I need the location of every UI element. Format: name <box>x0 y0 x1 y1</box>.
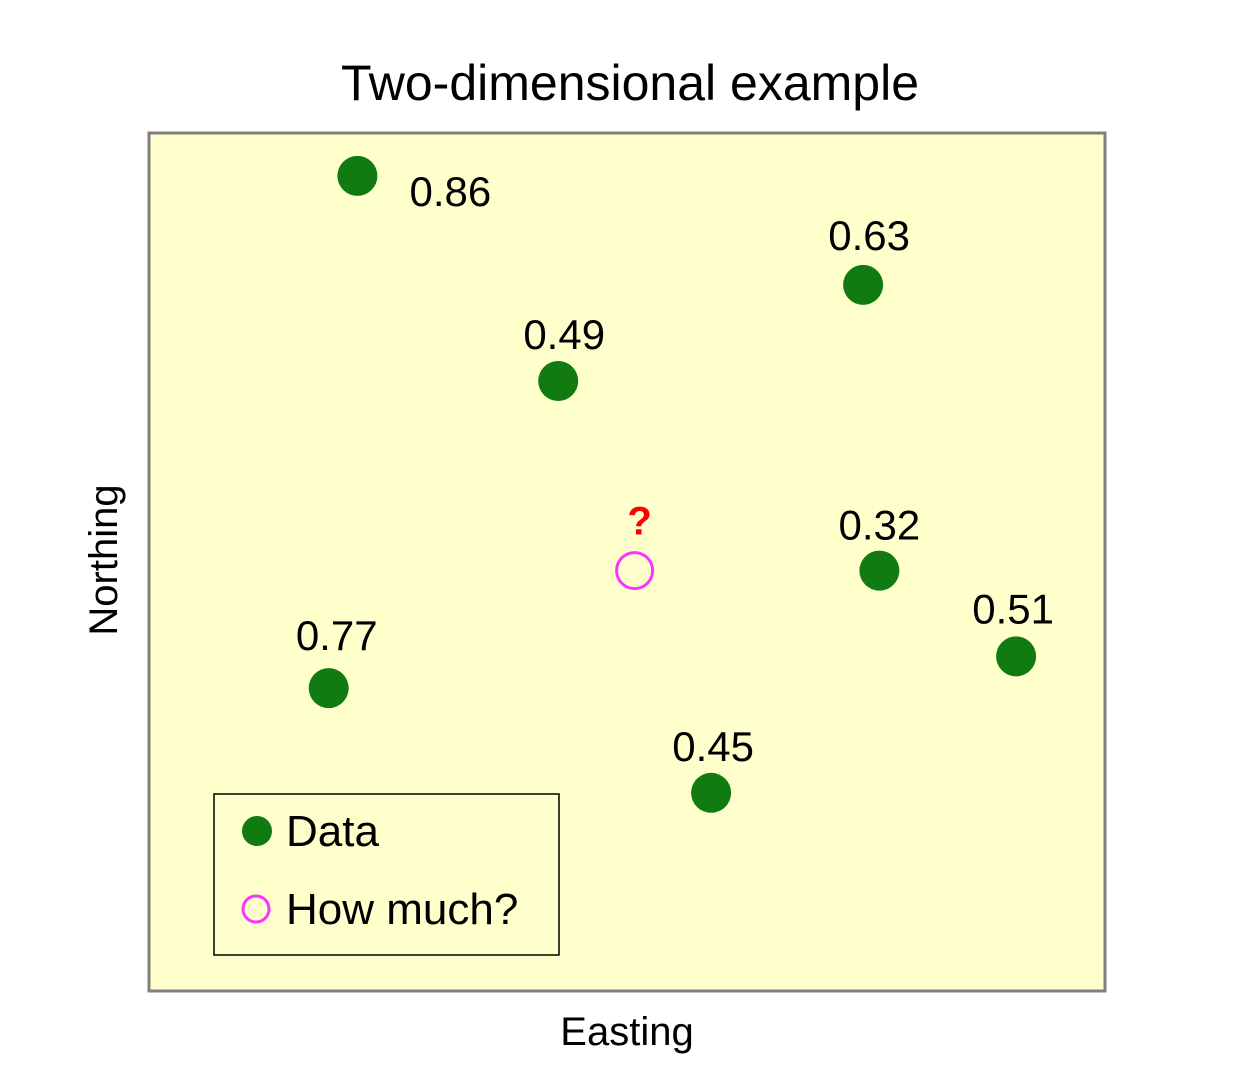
data-marks: 0.86 0.63 0.49 0.32 0.51 0.77 0.45? <box>296 155 1054 813</box>
chart-title: Two-dimensional example <box>341 55 919 111</box>
data-point-7-label: 0.45 <box>672 723 754 770</box>
legend-data-label: Data <box>286 807 379 856</box>
y-axis-label: Northing <box>82 484 126 635</box>
legend-box <box>213 793 560 956</box>
legend-unknown-label: How much? <box>286 885 518 934</box>
data-point-6 <box>308 668 349 709</box>
legend: Data How much? <box>213 793 560 956</box>
data-point-3 <box>538 361 579 401</box>
data-point-6-label: 0.77 <box>296 612 378 659</box>
query-point-marker <box>615 551 655 591</box>
data-point-2-label: 0.63 <box>828 212 910 259</box>
query-point-label: ? <box>627 500 651 544</box>
data-point-4-label: 0.32 <box>839 502 921 549</box>
data-point-4 <box>859 550 900 591</box>
legend-data-marker <box>242 816 272 846</box>
data-point-1-label: 0.86 <box>410 168 492 215</box>
data-point-7 <box>691 772 732 813</box>
data-point-1 <box>337 155 378 196</box>
legend-unknown-marker <box>241 894 271 924</box>
data-point-2 <box>843 264 884 305</box>
x-axis-label: Easting <box>560 1010 693 1054</box>
data-point-5 <box>996 636 1037 677</box>
data-point-3-label: 0.49 <box>523 311 605 358</box>
data-point-5-label: 0.51 <box>972 585 1054 632</box>
